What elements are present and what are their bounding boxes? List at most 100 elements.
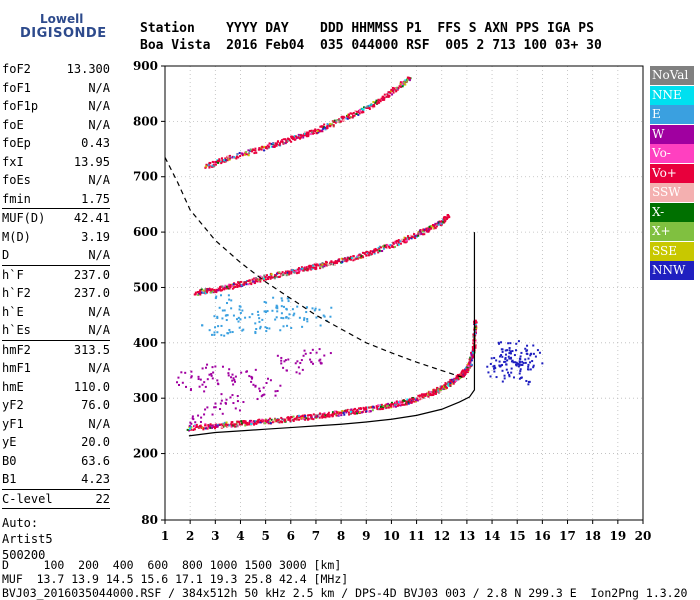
echo-point	[311, 348, 314, 351]
echo-point	[392, 405, 395, 408]
echo-point	[283, 360, 286, 363]
echo-point	[199, 293, 202, 296]
echo-point	[267, 146, 270, 149]
echo-point	[506, 359, 509, 362]
echo-point	[378, 245, 381, 248]
echo-point	[264, 326, 267, 329]
echo-point	[397, 86, 400, 89]
echo-point	[509, 342, 512, 345]
echo-point	[415, 234, 418, 237]
echo-point	[398, 400, 401, 403]
echo-point	[374, 101, 377, 104]
echo-point	[298, 135, 301, 138]
echo-point	[275, 419, 278, 422]
echo-point	[265, 421, 268, 424]
echo-point	[468, 362, 471, 365]
echo-point	[272, 420, 275, 423]
echo-point	[200, 288, 203, 291]
echo-point	[407, 402, 410, 405]
echo-point	[204, 385, 207, 388]
echo-point	[338, 258, 341, 261]
echo-point	[474, 344, 477, 347]
echo-point	[471, 357, 474, 360]
echo-point	[274, 418, 277, 421]
echo-point	[233, 156, 236, 159]
echo-point	[507, 371, 510, 374]
echo-point	[280, 362, 283, 365]
echo-point	[355, 110, 358, 113]
echo-point	[358, 411, 361, 414]
echo-point	[383, 96, 386, 99]
echo-point	[388, 95, 391, 98]
echo-point	[245, 283, 248, 286]
echo-point	[191, 415, 194, 418]
echo-point	[203, 381, 206, 384]
echo-point	[272, 145, 275, 148]
echo-point	[350, 408, 353, 411]
echo-point	[235, 318, 238, 321]
echo-point	[260, 395, 263, 398]
echo-point	[376, 248, 379, 251]
echo-point	[184, 371, 187, 374]
echo-point	[239, 280, 242, 283]
y-tick-label: 200	[133, 447, 158, 461]
echo-point	[206, 427, 209, 430]
param-label: h`F	[2, 267, 24, 282]
echo-point	[219, 408, 222, 411]
echo-point	[362, 108, 365, 111]
echo-point	[217, 325, 220, 328]
echo-point	[200, 416, 203, 419]
echo-point	[225, 421, 228, 424]
echo-point	[487, 371, 490, 374]
echo-point	[206, 363, 209, 366]
echo-point	[350, 411, 353, 414]
echo-point	[345, 411, 348, 414]
echo-point	[292, 314, 295, 317]
echo-point	[267, 277, 270, 280]
echo-point	[398, 404, 401, 407]
echo-point	[202, 289, 205, 292]
x-tick-label: 14	[484, 529, 501, 543]
echo-point	[321, 263, 324, 266]
echo-point	[283, 418, 286, 421]
legend-item-x-: X-	[650, 202, 694, 222]
echo-point	[190, 422, 193, 425]
echo-point	[445, 386, 448, 389]
echo-point	[424, 229, 427, 232]
echo-point	[541, 362, 544, 365]
legend-item-nnw: NNW	[650, 261, 694, 280]
echo-point	[319, 267, 322, 270]
param-value: N/A	[88, 80, 110, 95]
echo-point	[474, 323, 477, 326]
echo-point	[264, 422, 267, 425]
echo-point	[413, 400, 416, 403]
x-tick-label: 9	[362, 529, 370, 543]
echo-point	[216, 317, 219, 320]
echo-point	[194, 421, 197, 424]
echo-point	[465, 366, 468, 369]
echo-point	[450, 382, 453, 385]
echo-point	[262, 277, 265, 280]
echo-point	[449, 382, 452, 385]
echo-point	[441, 388, 444, 391]
param-value: N/A	[88, 416, 110, 431]
echo-point	[212, 161, 215, 164]
echo-point	[341, 261, 344, 264]
echo-point	[375, 99, 378, 102]
echo-point	[176, 381, 179, 384]
echo-point	[395, 90, 398, 93]
echo-point	[325, 127, 328, 130]
echo-point	[504, 353, 507, 356]
echo-point	[369, 410, 372, 413]
echo-point	[515, 349, 518, 352]
echo-point	[254, 322, 257, 325]
echo-point	[214, 297, 217, 300]
echo-point	[405, 80, 408, 83]
echo-point	[260, 148, 263, 151]
echo-point	[238, 308, 241, 311]
echo-point	[201, 426, 204, 429]
echo-point	[514, 361, 517, 364]
echo-point	[530, 352, 533, 355]
echo-point	[355, 409, 358, 412]
echo-point	[213, 333, 216, 336]
